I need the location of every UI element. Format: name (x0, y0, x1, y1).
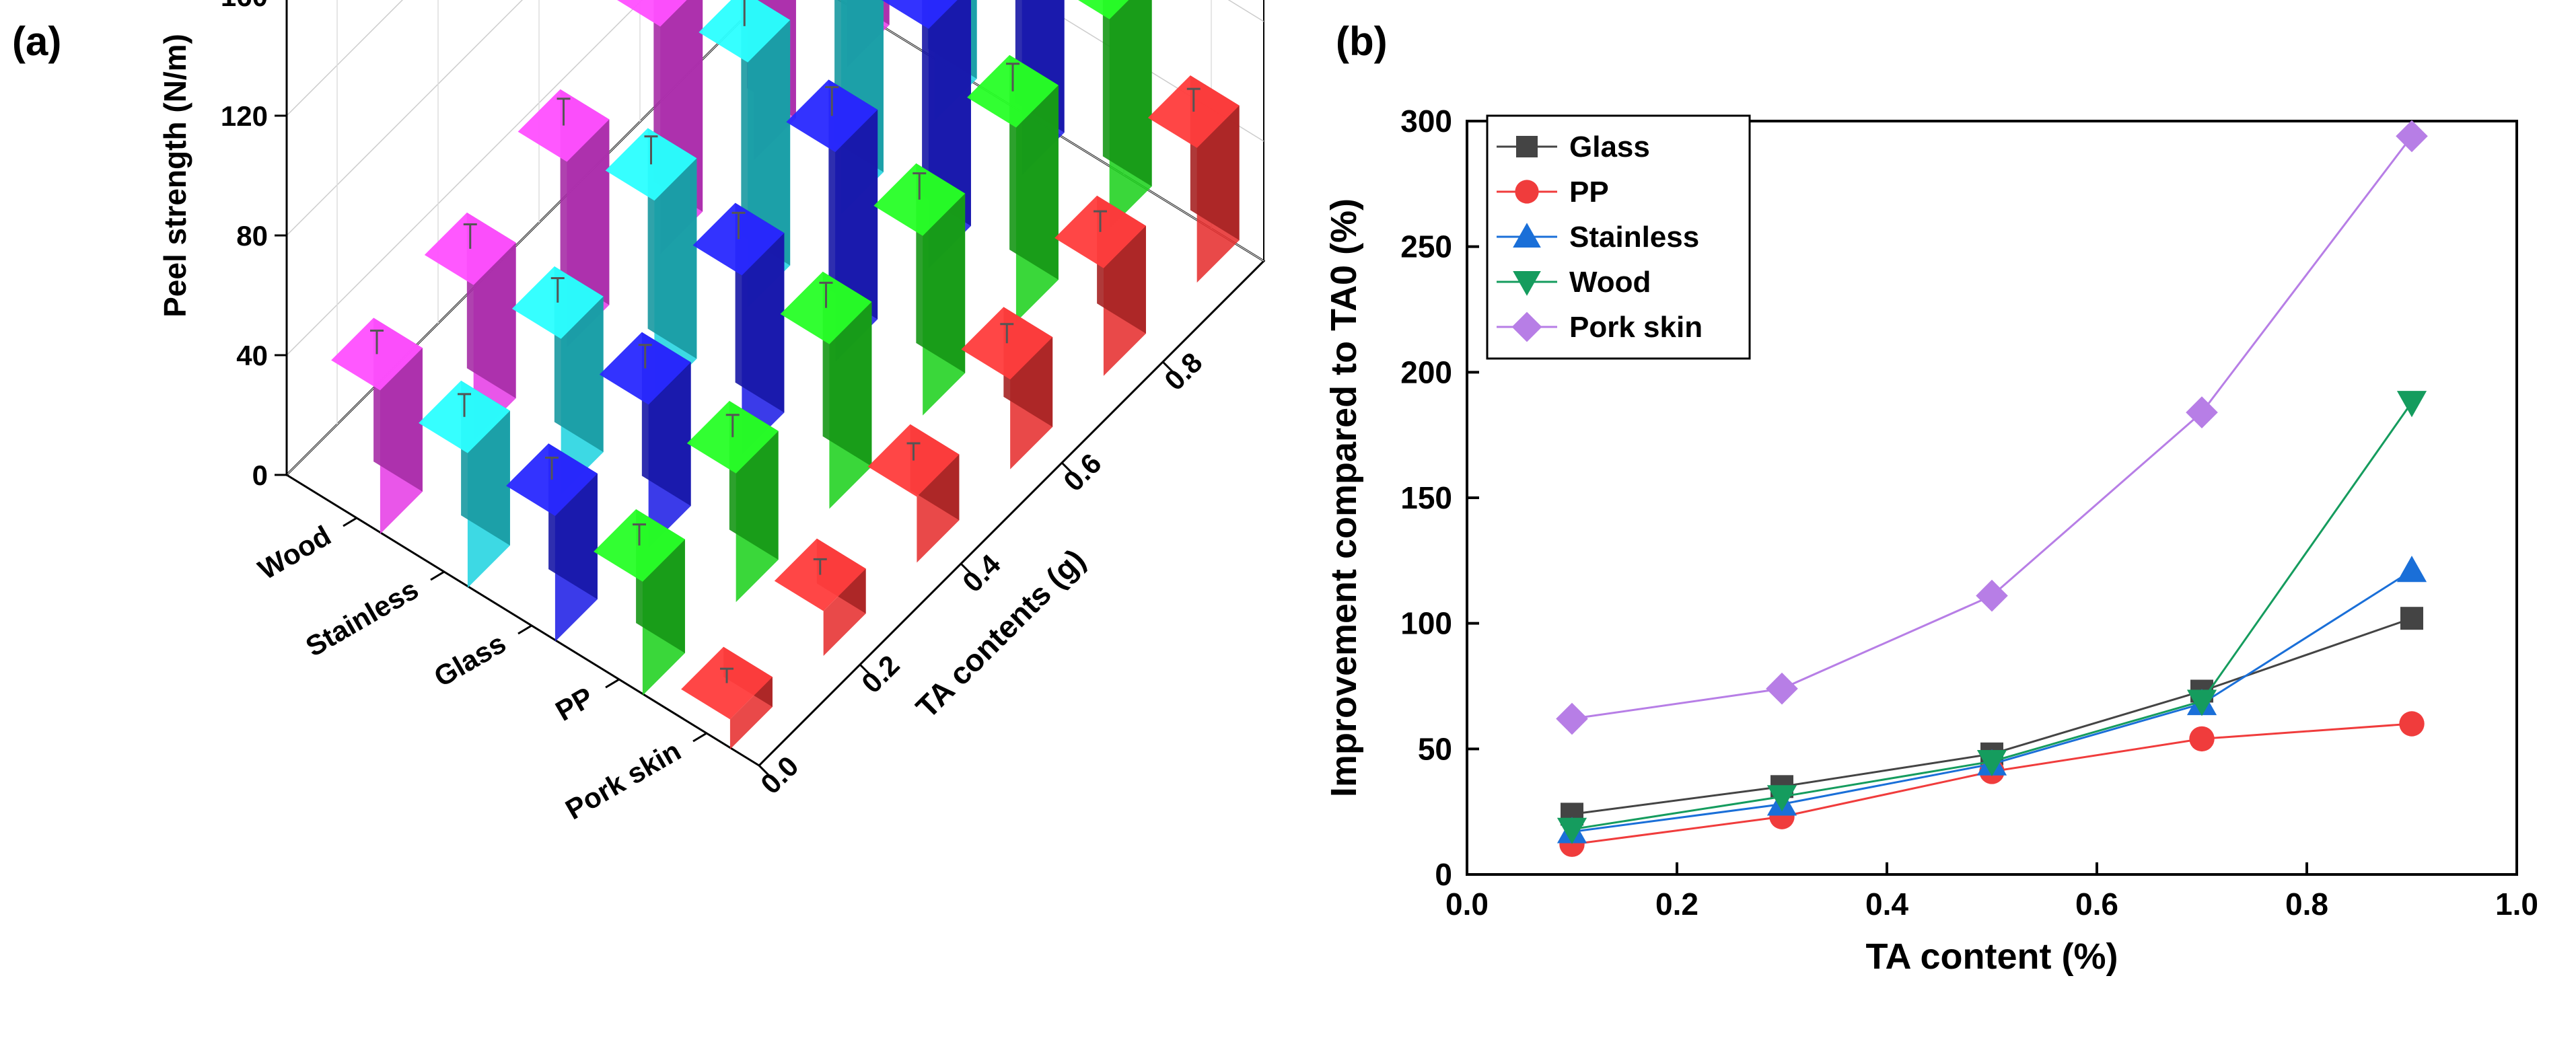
bar-pp (594, 509, 685, 696)
ta-tick-mark (1061, 461, 1073, 474)
data-point (2186, 396, 2218, 428)
bar-pork-skin (681, 646, 773, 749)
bar-top-face (699, 0, 791, 63)
bar-side-face (1102, 0, 1152, 187)
x-tick-label: 0.2 (1655, 887, 1698, 922)
data-point (2189, 726, 2215, 752)
bar-pp (873, 163, 966, 416)
y-axis-title: Improvement compared to TA0 (%) (1324, 198, 1364, 797)
bar-pork-skin (1054, 195, 1146, 376)
legend-marker (1516, 136, 1538, 157)
bar-glass (692, 202, 785, 455)
bar-wood (331, 317, 423, 534)
bar-top-face (882, 0, 958, 29)
z-tick-label: 40 (236, 340, 268, 371)
data-point (1976, 579, 2008, 612)
ta-tick-mark (758, 764, 770, 776)
bar-side-face (922, 0, 971, 226)
data-point (2400, 607, 2423, 630)
bar-pp (1078, 0, 1152, 229)
legend-entry: Wood (1497, 266, 1651, 299)
legend-entry: Stainless (1497, 221, 1699, 254)
substrate-tick-mark (692, 732, 707, 743)
bar-pork-skin (961, 307, 1053, 470)
x-tick-label: 0.4 (1865, 887, 1908, 922)
legend-marker (1513, 223, 1541, 248)
bar-glass (882, 0, 971, 268)
x-axis-title: TA content (%) (1866, 936, 2118, 977)
bar-stainless (511, 266, 604, 495)
bar-stainless (419, 380, 510, 588)
y-tick-label: 100 (1400, 606, 1452, 641)
panel-label-b: (b) (1336, 19, 1388, 64)
legend-label: Glass (1569, 130, 1650, 163)
data-point (2396, 120, 2428, 153)
substrate-tick-mark (430, 570, 445, 581)
z-axis-title: Peel strength (N/m) (157, 34, 192, 317)
data-point (1976, 750, 2007, 777)
bar-pork-skin (774, 538, 866, 657)
bar-side-face (741, 0, 791, 266)
z-gridline (286, 0, 1264, 236)
bar-stainless (605, 128, 697, 402)
bar-pork-skin (1147, 75, 1240, 283)
y-tick-label: 0 (1435, 857, 1452, 892)
bar-pp (780, 271, 872, 509)
data-point (1556, 702, 1588, 735)
substrate-tick-mark (517, 624, 532, 635)
bar-pork-skin (867, 424, 960, 563)
y-tick-label: 200 (1400, 354, 1452, 389)
series-pork-skin (1556, 120, 2428, 735)
y-tick-label: 150 (1400, 480, 1452, 515)
legend-label: PP (1569, 176, 1609, 209)
bar-top-face (1078, 0, 1129, 20)
legend-entry: PP (1497, 176, 1609, 209)
data-point (2399, 711, 2425, 737)
legend-marker (1515, 180, 1539, 204)
substrate-tick-mark (605, 678, 620, 689)
legend-entry: Pork skin (1497, 311, 1703, 344)
data-point (2186, 689, 2217, 716)
legend-label: Pork skin (1569, 311, 1703, 344)
legend-label: Wood (1569, 266, 1651, 299)
legend-marker (1511, 311, 1542, 342)
data-point (1766, 672, 1798, 705)
z-tick-label: 120 (221, 100, 268, 132)
z-gridline (286, 0, 1264, 476)
panel-a-3d-bar-chart: 04080120160200Peel strength (N/m)Pork sk… (157, 0, 1266, 825)
bar-pp (967, 54, 1059, 322)
y-tick-label: 50 (1418, 731, 1452, 766)
ta-tick-mark (859, 663, 871, 675)
panel-b-line-chart: 0.0 0.2 0.4 0.6 0.8 1.0 0 50 100 150 200 250 300 TA c… (1324, 104, 2538, 977)
data-point (1557, 817, 1587, 844)
data-point (2396, 391, 2427, 418)
legend-entry: Glass (1497, 130, 1650, 163)
bar-pp (686, 401, 779, 603)
z-tick-label: 160 (221, 0, 268, 12)
ta-tick-mark (1161, 361, 1174, 373)
x-tick-label: 0.0 (1445, 887, 1489, 922)
x-tick-label: 0.8 (2285, 887, 2328, 922)
bar-top-face (617, 0, 687, 27)
z-tick-label: 80 (236, 220, 268, 252)
data-point (2396, 556, 2427, 583)
y-tick-label: 250 (1400, 229, 1452, 264)
ta-tick-mark (960, 562, 972, 574)
y-tick-label: 300 (1400, 104, 1452, 139)
z-tick-label: 0 (252, 459, 268, 491)
substrate-tick-mark (343, 517, 357, 527)
bar-glass (599, 332, 691, 549)
x-tick-label: 1.0 (2495, 887, 2538, 922)
legend-label: Stainless (1569, 221, 1699, 254)
legend-marker (1513, 271, 1541, 296)
panel-label-a: (a) (12, 19, 61, 64)
bar-glass (506, 443, 598, 642)
series-wood (1557, 391, 2427, 844)
data-point (1766, 785, 1797, 812)
bar-glass (786, 79, 878, 362)
x-tick-label: 0.6 (2075, 887, 2118, 922)
bar-wood (424, 212, 516, 441)
legend: Glass PP Stainless Wood Pork skin (1486, 114, 1751, 360)
